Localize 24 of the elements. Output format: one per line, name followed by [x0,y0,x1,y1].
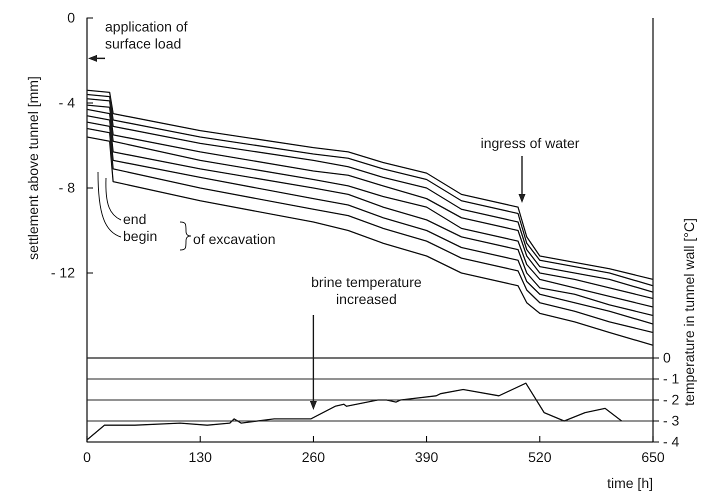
y-tick-label: - 12 [50,264,76,280]
x-tick-label: 260 [302,448,326,465]
annotation: begin [123,228,158,244]
x-tick-label: 520 [528,448,552,465]
y2-tick-label: 0 [663,349,671,366]
y2-tick-label: - 4 [663,433,680,450]
x-axis-title: time [h] [607,475,653,491]
y-tick-label: - 8 [58,179,76,196]
annotation: brine temperature increased [311,274,422,307]
annotation: ingress of water [480,135,580,151]
y-axis-title: settlement above tunnel [mm] [25,76,41,260]
x-tick-label: 390 [414,448,438,465]
y2-tick-label: - 2 [663,391,680,408]
y2-tick-label: - 1 [663,370,680,386]
x-tick-label: 130 [188,448,212,465]
y-tick-label: 0 [67,9,76,26]
x-tick-label: 0 [83,448,92,465]
annotation: application of surface load [105,18,188,52]
y-tick-label: - 4 [58,94,76,110]
annotation: end [123,211,146,227]
y2-axis-title: temperature in tunnel wall [°C] [681,218,697,406]
y2-tick-label: - 3 [663,412,680,428]
x-tick-label: 650 [641,448,665,465]
annotation: of excavation [193,231,276,247]
